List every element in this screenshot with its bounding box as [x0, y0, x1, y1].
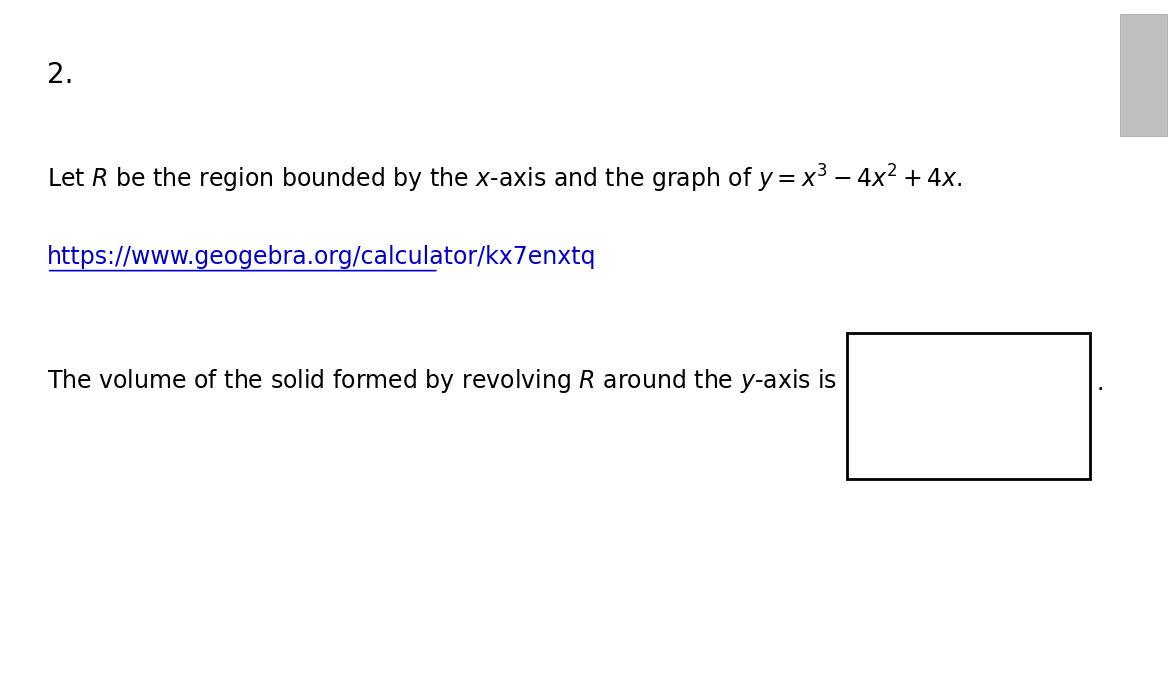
Bar [847, 333, 1090, 479]
Text: The volume of the solid formed by revolving $R$ around the $y$-axis is: The volume of the solid formed by revolv… [47, 367, 837, 395]
Bar [1120, 14, 1168, 136]
Text: .: . [1096, 371, 1103, 394]
Text: Let $R$ be the region bounded by the $x$-axis and the graph of $y = x^3 - 4x^2 +: Let $R$ be the region bounded by the $x$… [47, 163, 963, 195]
Text: 2.: 2. [47, 61, 74, 89]
Text: https://www.geogebra.org/calculator/kx7enxtq: https://www.geogebra.org/calculator/kx7e… [47, 245, 597, 269]
